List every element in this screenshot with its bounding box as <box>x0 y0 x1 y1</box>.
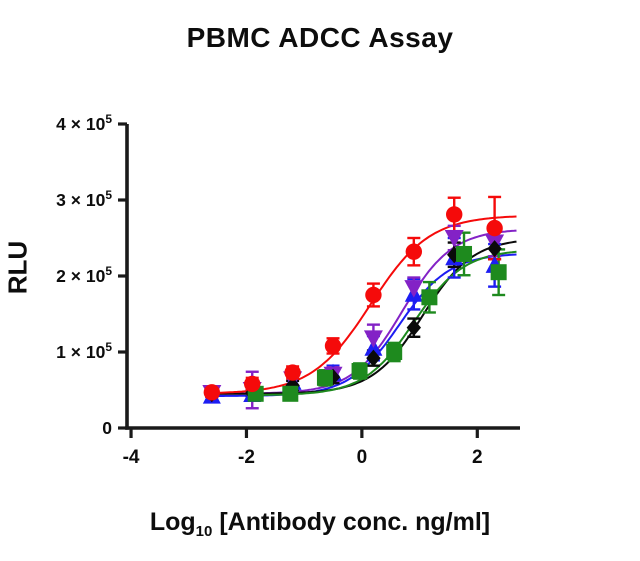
marker-violet-down-triangles <box>363 330 383 348</box>
y-tick-label: 2 × 105 <box>56 264 112 286</box>
y-axis-title: RLU <box>2 240 33 295</box>
marker-black-diamonds <box>366 349 381 367</box>
marker-green-squares <box>351 363 368 379</box>
marker-red-circles <box>405 243 423 260</box>
y-tick-label: 3 × 105 <box>56 188 112 210</box>
marker-red-circles <box>486 219 503 237</box>
marker-red-circles <box>244 375 261 393</box>
marker-green-squares <box>316 369 333 386</box>
marker-red-circles <box>446 206 463 223</box>
marker-black-diamonds <box>487 240 502 258</box>
fit-curve-green-squares <box>255 250 517 397</box>
x-tick-label: 2 <box>472 447 483 468</box>
y-tick-label: 0 <box>102 418 112 438</box>
x-tick-label: -4 <box>123 447 140 468</box>
marker-black-diamonds <box>406 319 422 337</box>
marker-red-circles <box>324 337 342 355</box>
y-tick-label: 1 × 105 <box>56 340 112 362</box>
marker-red-circles <box>203 384 221 401</box>
x-tick-label: 0 <box>357 447 368 468</box>
marker-green-squares <box>456 245 473 262</box>
chart-title: PBMC ADCC Assay <box>186 22 454 53</box>
x-tick-label: -2 <box>238 447 255 468</box>
marker-green-squares <box>282 385 299 402</box>
marker-violet-down-triangles <box>444 230 464 248</box>
x-axis-title-rest: [Antibody conc. ng/ml] <box>219 508 491 536</box>
marker-red-circles <box>284 364 301 381</box>
marker-green-squares <box>421 289 438 306</box>
marker-red-circles <box>365 286 382 304</box>
x-axis-title-subscript: 10 <box>195 523 213 540</box>
marker-violet-down-triangles <box>404 280 424 298</box>
x-axis-title: Log10 [Antibody conc. ng/ml] <box>0 508 640 540</box>
y-tick-label: 4 × 105 <box>56 112 112 134</box>
marker-green-squares <box>386 344 403 360</box>
x-axis-title-log: Log <box>149 508 196 536</box>
marker-green-squares <box>490 264 507 281</box>
